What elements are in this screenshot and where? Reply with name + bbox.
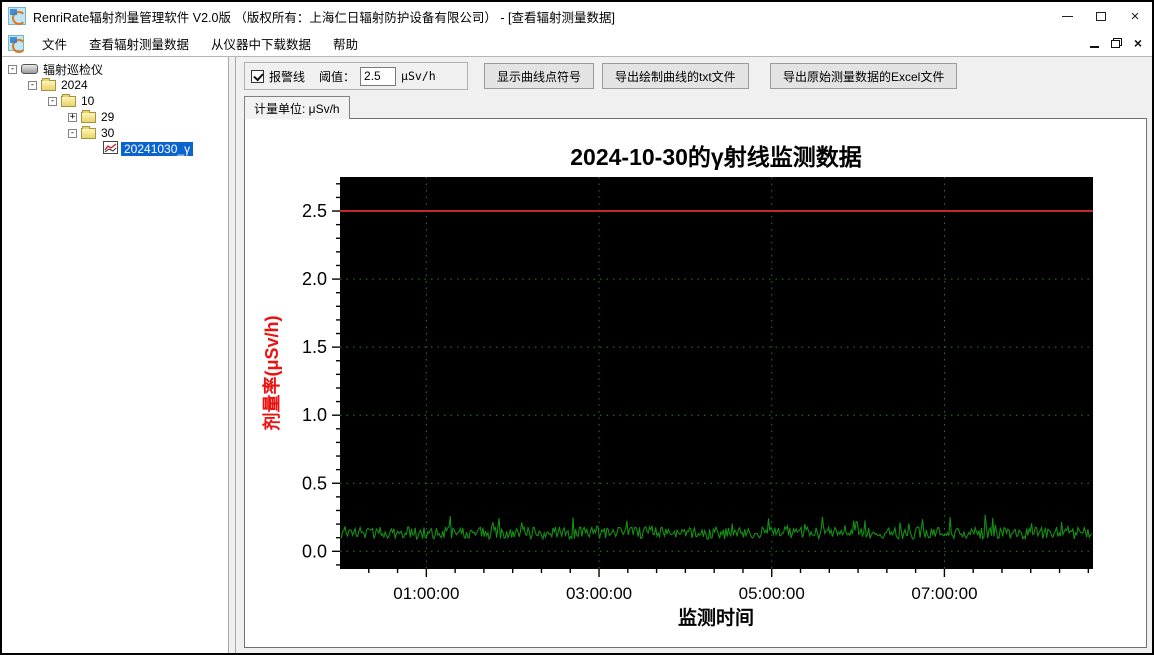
svg-text:1.0: 1.0 (302, 405, 327, 425)
folder-icon (81, 110, 96, 123)
tree-item-day-30[interactable]: - 30 (2, 125, 228, 141)
collapse-icon[interactable]: - (28, 79, 37, 90)
threshold-label: 阈值： (319, 69, 356, 84)
gamma-monitoring-chart: 2024-10-30的γ射线监测数据 0.0 0.5 1.0 1.5 2.0 2.5 01:… (261, 144, 1093, 629)
alarm-line-label: 报警线 (269, 69, 306, 84)
tree-item-label: 29 (101, 110, 115, 124)
tree-item-label: 10 (81, 94, 95, 108)
svg-text:03:00:00: 03:00:00 (566, 584, 632, 603)
main-area: - 辐射巡检仪 - 2024 - 10 + 29 - (2, 57, 1152, 653)
folder-icon (81, 126, 96, 139)
close-button[interactable]: × (1130, 7, 1140, 25)
svg-text:0.0: 0.0 (302, 541, 327, 561)
folder-icon (61, 94, 76, 107)
tree-item-year-2024[interactable]: - 2024 (2, 77, 228, 93)
maximize-icon (1096, 11, 1106, 21)
svg-text:2.5: 2.5 (302, 201, 327, 221)
svg-text:0.5: 0.5 (302, 473, 327, 493)
document-icon (8, 35, 26, 53)
tree-item-label: 辐射巡检仪 (43, 62, 104, 77)
menu-view-measurement-data[interactable]: 查看辐射测量数据 (89, 37, 190, 52)
menu-bar: 文件 查看辐射测量数据 从仪器中下载数据 帮助 × (2, 30, 1152, 57)
svg-text:05:00:00: 05:00:00 (739, 584, 805, 603)
svg-text:1.5: 1.5 (302, 337, 327, 357)
threshold-unit-label: μSv/h (401, 69, 436, 83)
mdi-child-controls: × (1089, 35, 1152, 51)
title-bar: RenriRate辐射剂量管理软件 V2.0版 （版权所有：上海仁日辐射防护设备… (2, 2, 1152, 30)
chart-file-icon (103, 141, 118, 157)
panel-splitter[interactable] (228, 57, 236, 653)
collapse-icon[interactable]: - (8, 63, 17, 74)
svg-text:2.0: 2.0 (302, 269, 327, 289)
mdi-restore-button[interactable] (1110, 38, 1122, 48)
tree-item-label: 2024 (61, 78, 88, 92)
alarm-line-checkbox[interactable] (251, 69, 264, 83)
chart-title: 2024-10-30的γ射线监测数据 (570, 144, 861, 170)
svg-text:07:00:00: 07:00:00 (911, 584, 977, 603)
menu-file[interactable]: 文件 (42, 37, 68, 52)
y-axis-label: 剂量率(μSv/h) (261, 315, 282, 430)
device-icon (21, 64, 38, 74)
app-logo-icon (8, 7, 26, 25)
window-controls: × (1050, 2, 1152, 30)
tree-item-label: 30 (101, 126, 115, 140)
menu-help[interactable]: 帮助 (333, 37, 359, 52)
threshold-input[interactable] (360, 66, 397, 86)
collapse-icon[interactable]: - (48, 95, 57, 106)
navigation-tree: - 辐射巡检仪 - 2024 - 10 + 29 - (2, 57, 228, 653)
show-curve-points-button[interactable]: 显示曲线点符号 (484, 63, 595, 89)
folder-icon (41, 78, 56, 91)
tree-item-month-10[interactable]: - 10 (2, 93, 228, 109)
collapse-icon[interactable]: - (68, 127, 77, 138)
export-txt-button[interactable]: 导出绘制曲线的txt文件 (602, 63, 749, 89)
menu-download-from-instrument[interactable]: 从仪器中下载数据 (211, 37, 312, 52)
tree-item-day-29[interactable]: + 29 (2, 109, 228, 125)
expand-icon[interactable]: + (68, 111, 77, 122)
mdi-minimize-button[interactable] (1089, 38, 1099, 48)
x-axis-label: 监测时间 (678, 606, 754, 629)
tree-item-label-selected: 20241030_γ (121, 142, 194, 156)
minimize-button[interactable] (1050, 2, 1084, 30)
minimize-icon (1061, 15, 1073, 17)
mdi-minimize-icon (1089, 46, 1099, 48)
mdi-close-button[interactable]: × (1133, 35, 1142, 51)
alarm-line-groupbox: 报警线 阈值： μSv/h (244, 62, 468, 90)
chart-panel: 2024-10-30的γ射线监测数据 0.0 0.5 1.0 1.5 2.0 2.5 01:… (244, 118, 1147, 648)
tree-item-device[interactable]: - 辐射巡检仪 (2, 61, 228, 77)
export-excel-button[interactable]: 导出原始测量数据的Excel文件 (770, 63, 958, 89)
maximize-button[interactable] (1084, 2, 1118, 30)
tree-item-dataset-20241030[interactable]: 20241030_γ (2, 141, 228, 157)
window-title: RenriRate辐射剂量管理软件 V2.0版 （版权所有：上海仁日辐射防护设备… (33, 10, 615, 25)
content-panel: 报警线 阈值： μSv/h 显示曲线点符号 导出绘制曲线的txt文件 导出原始测… (236, 57, 1152, 653)
measurement-unit-tab[interactable]: 计量单位: μSv/h (244, 96, 350, 119)
svg-text:01:00:00: 01:00:00 (393, 584, 459, 603)
